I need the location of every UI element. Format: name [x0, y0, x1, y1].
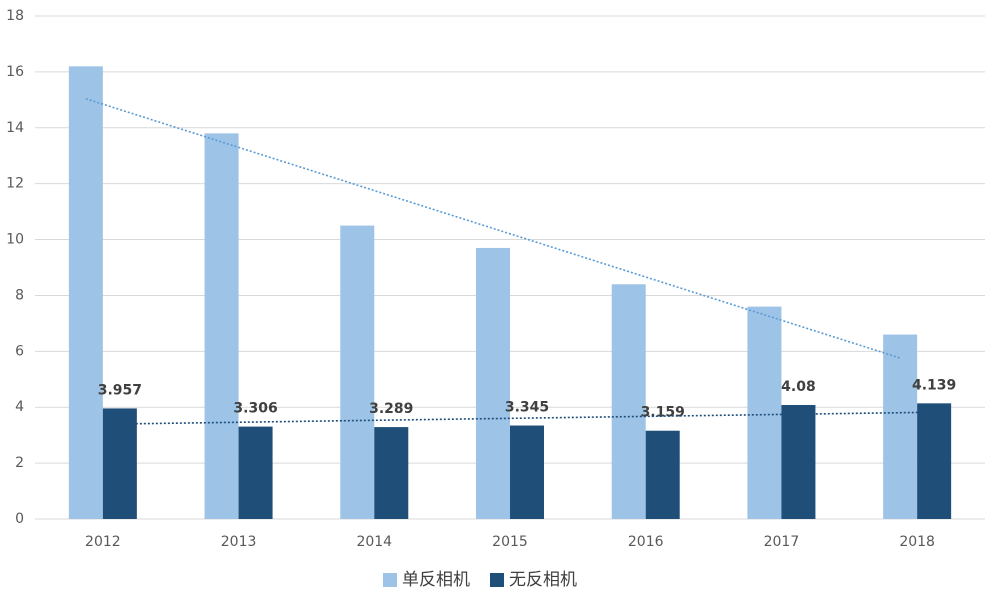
legend-swatch	[383, 573, 397, 587]
data-label: 3.306	[233, 401, 277, 417]
bar	[917, 403, 952, 519]
y-tick-label: 4	[15, 399, 24, 415]
legend-label: 单反相机	[402, 570, 470, 590]
x-tick-label: 2012	[85, 534, 121, 550]
bar	[204, 133, 239, 519]
y-tick-label: 0	[15, 511, 24, 527]
data-label: 3.159	[641, 405, 685, 421]
bar	[476, 247, 510, 519]
data-label: 4.08	[781, 379, 816, 395]
y-tick-label: 18	[6, 8, 24, 24]
x-tick-label: 2016	[628, 534, 664, 550]
y-tick-label: 8	[15, 287, 24, 303]
trendline	[85, 97, 901, 359]
y-tick-label: 6	[15, 343, 24, 359]
bar	[883, 334, 918, 519]
bar	[611, 284, 646, 519]
y-tick-label: 16	[6, 64, 24, 80]
bar	[238, 426, 273, 519]
bar	[374, 427, 409, 519]
data-label: 4.139	[912, 377, 956, 393]
x-tick-label: 2017	[764, 534, 800, 550]
x-tick-label: 2015	[492, 534, 528, 550]
x-tick-label: 2018	[899, 534, 935, 550]
bar	[68, 66, 103, 520]
data-label: 3.289	[369, 401, 413, 417]
bar	[645, 430, 680, 519]
y-tick-label: 14	[6, 120, 24, 136]
bar	[747, 306, 782, 519]
x-tick-label: 2014	[356, 534, 392, 550]
bar	[510, 425, 544, 519]
bar	[102, 408, 137, 519]
y-tick-label: 2	[15, 455, 24, 471]
x-tick-label: 2013	[221, 534, 257, 550]
bar	[340, 225, 375, 520]
data-label: 3.957	[98, 382, 142, 398]
data-label: 3.345	[505, 400, 549, 416]
y-tick-label: 10	[6, 232, 24, 248]
y-tick-label: 12	[6, 176, 24, 192]
bar	[781, 404, 816, 519]
legend-swatch	[490, 573, 504, 587]
legend-label: 无反相机	[509, 570, 577, 590]
